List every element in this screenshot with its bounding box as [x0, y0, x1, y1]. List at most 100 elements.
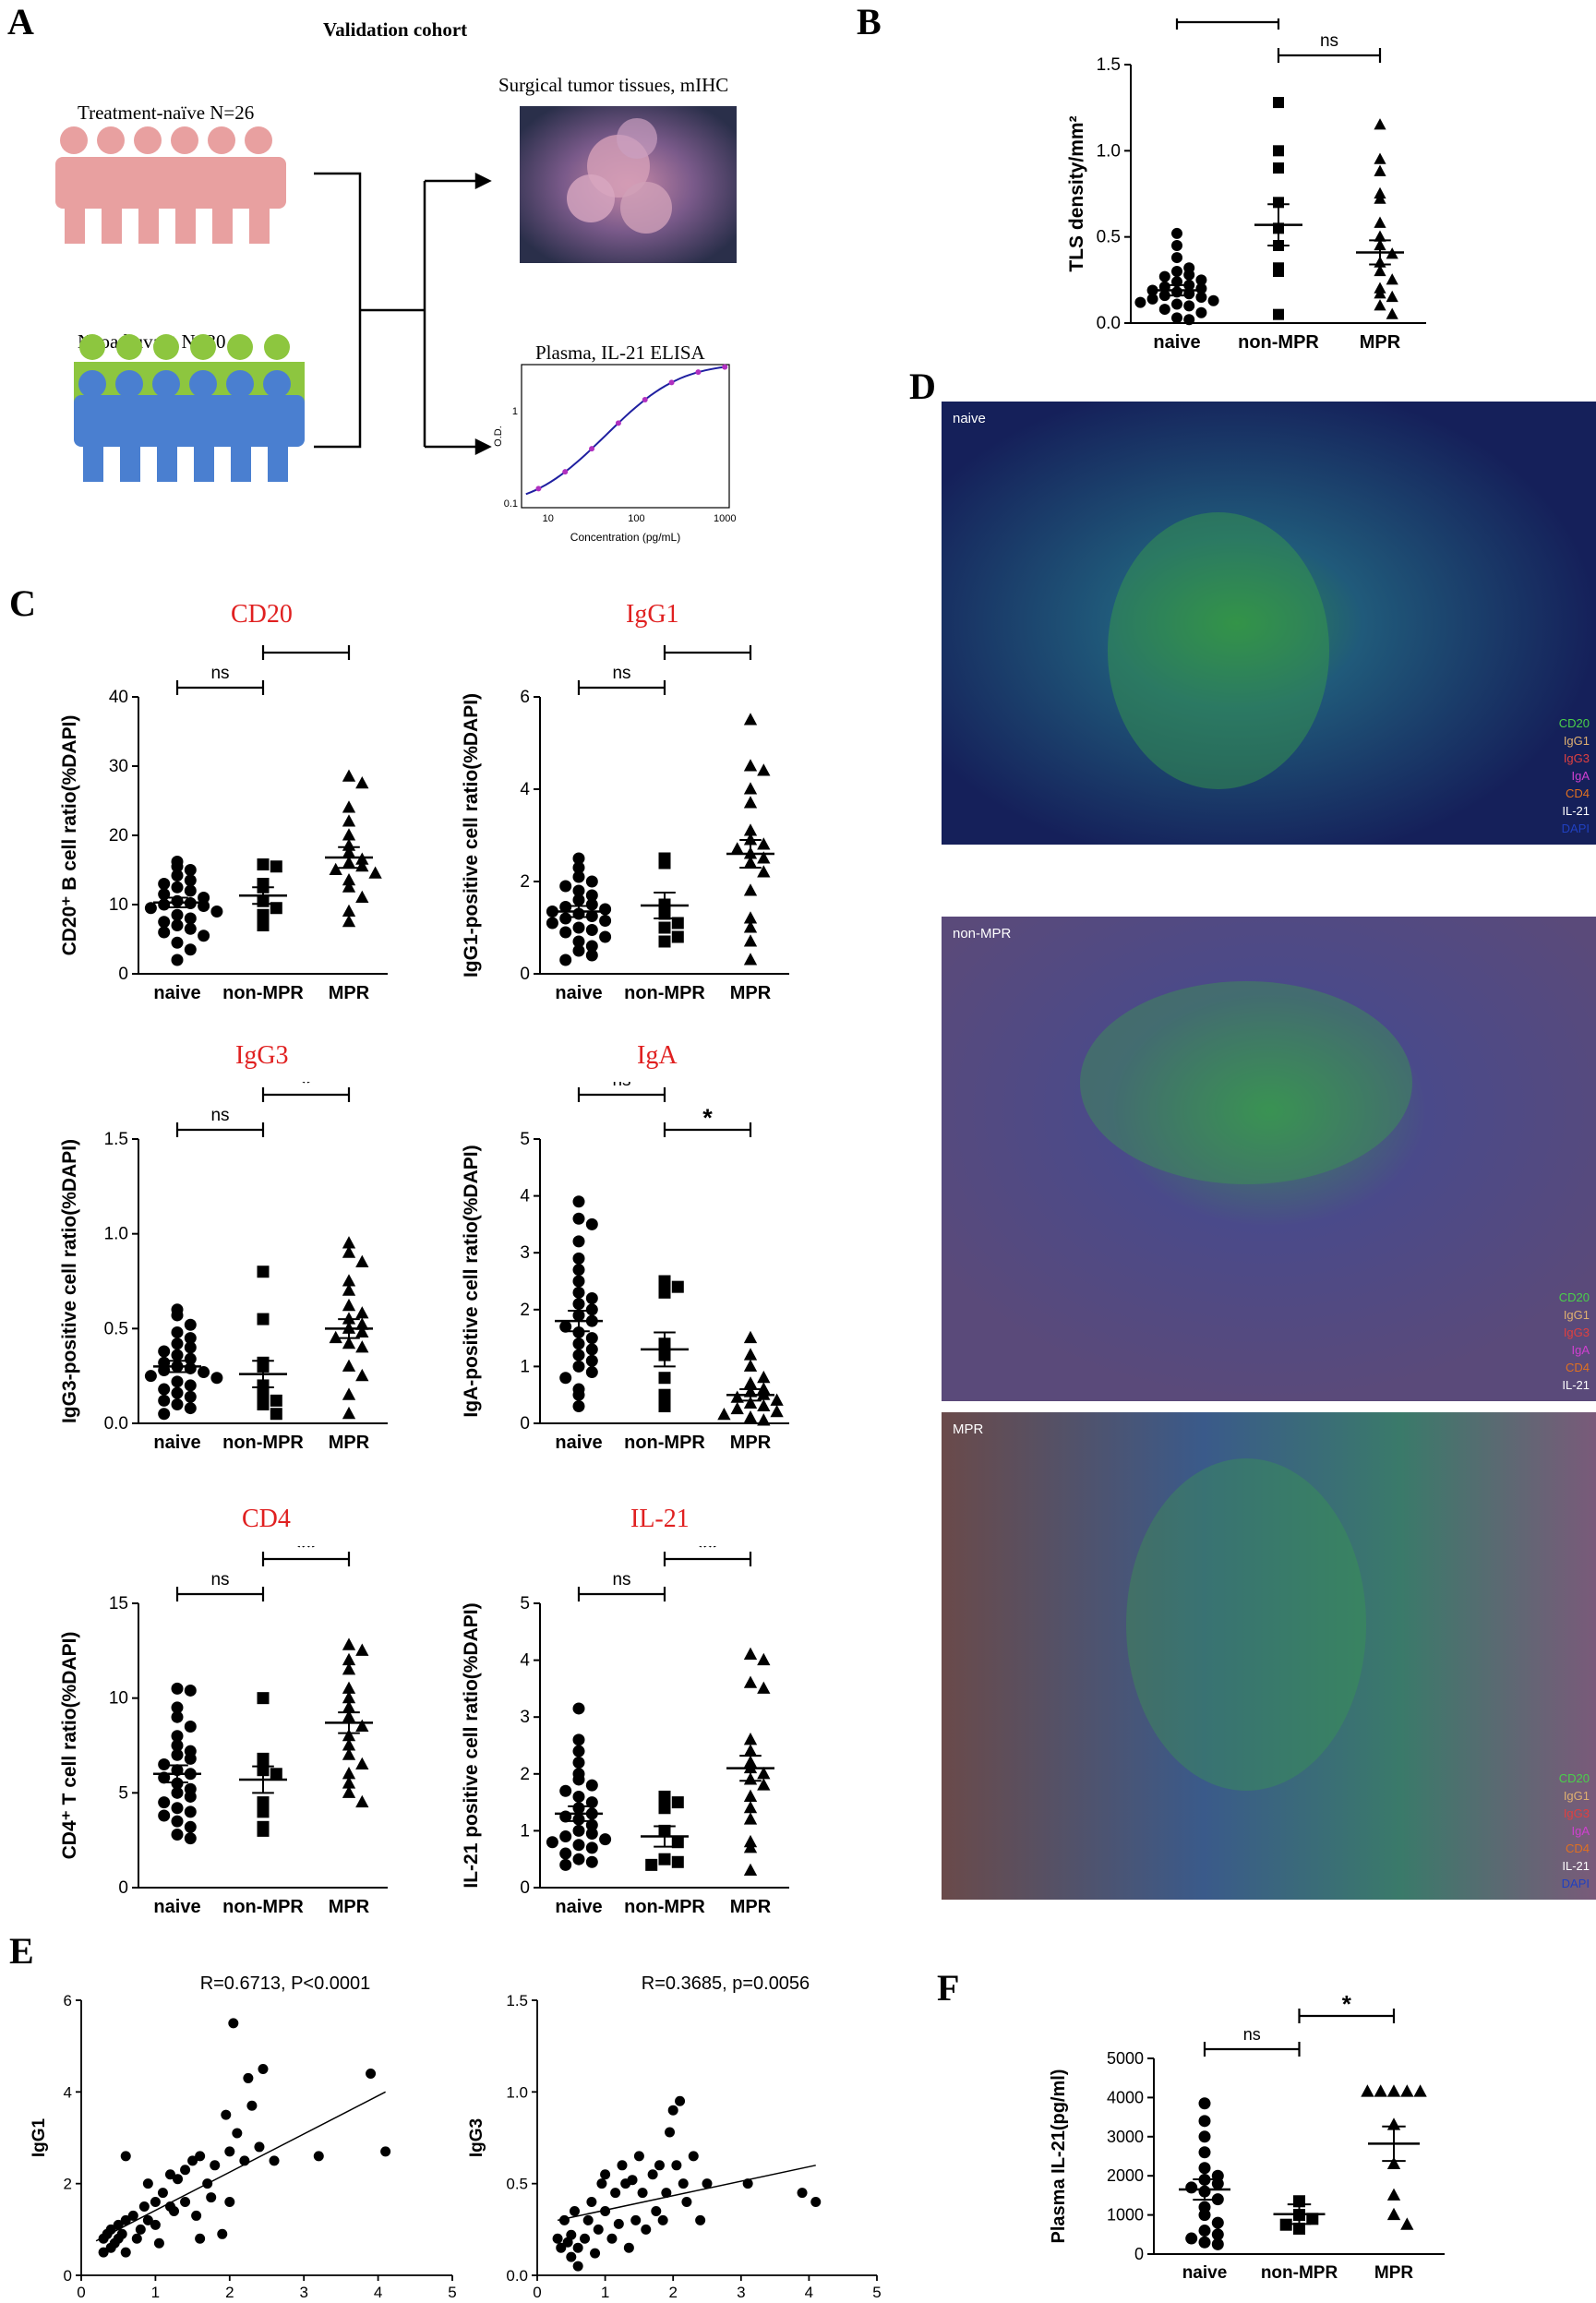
- data-point: [671, 2160, 682, 2171]
- data-point-non-MPR: [658, 1372, 671, 1385]
- data-point-non-MPR: [257, 858, 270, 870]
- y-tick-label: 1.0: [506, 2083, 528, 2101]
- data-point-naive: [184, 1720, 197, 1733]
- y-tick-label: 5: [118, 1783, 128, 1803]
- data-point-naive: [1158, 304, 1170, 316]
- chart-title-cd20: CD20: [231, 600, 293, 629]
- data-point: [593, 2224, 604, 2235]
- data-point-naive: [572, 852, 585, 865]
- data-point-MPR: [355, 1254, 369, 1267]
- data-point-naive: [158, 1809, 171, 1822]
- micrograph-mpr: MPR CD20 IgG1 IgG3 IgA CD4 IL-21 DAPI: [942, 1412, 1596, 1900]
- x-tick-label: naive: [153, 983, 200, 1003]
- y-tick-label: 5: [520, 1594, 530, 1613]
- y-tick-label: 4: [520, 780, 530, 799]
- data-point-naive: [184, 1318, 197, 1331]
- data-point-naive: [1171, 240, 1182, 251]
- data-point: [580, 2233, 591, 2244]
- data-point: [195, 2233, 206, 2244]
- data-point-naive: [171, 1397, 184, 1410]
- data-point-naive: [585, 1779, 598, 1792]
- data-point-MPR: [743, 1359, 758, 1372]
- y-tick-label: 2: [520, 1301, 530, 1320]
- data-point-non-MPR: [257, 1805, 270, 1818]
- data-point-naive: [184, 922, 197, 935]
- significance-label: ***: [1213, 18, 1242, 24]
- x-tick-label: non-MPR: [222, 983, 304, 1003]
- data-point-MPR: [355, 1643, 369, 1656]
- chart-cd20: 0 10 20 30 40 naive non-MPR MPR CD20⁺ B cell rat…: [59, 642, 388, 1003]
- data-point-non-MPR: [671, 917, 684, 930]
- y-axis-label: Plasma IL-21(pg/ml): [1049, 2069, 1069, 2244]
- data-point-naive: [585, 940, 598, 953]
- micrograph-tag-non-mpr: non-MPR: [953, 926, 1012, 942]
- x-tick-label: non-MPR: [624, 1897, 705, 1917]
- data-point-non-MPR: [658, 1853, 671, 1865]
- elisa-standard-curve: 10 100 1000 0.1 1 Concentration (pg/mL) O.D.: [493, 364, 736, 544]
- data-point-MPR: [342, 814, 356, 827]
- data-point-naive: [1211, 2228, 1224, 2241]
- data-point-naive: [559, 954, 572, 966]
- y-tick-label: 0: [1134, 2245, 1144, 2263]
- data-point-naive: [572, 1853, 585, 1865]
- data-point-naive: [1198, 2115, 1211, 2128]
- person-head-icon: [245, 126, 272, 154]
- data-point-naive: [1158, 270, 1170, 282]
- data-point-naive: [572, 1824, 585, 1837]
- person-head-icon: [264, 334, 290, 360]
- data-point-naive: [572, 1702, 585, 1715]
- data-point-naive: [144, 1370, 157, 1383]
- data-point-naive: [559, 901, 572, 913]
- data-point: [195, 2151, 206, 2162]
- data-point-naive: [585, 889, 598, 902]
- data-point-naive: [184, 1752, 197, 1765]
- data-point-naive: [171, 1349, 184, 1361]
- data-point: [380, 2146, 391, 2157]
- data-point-MPR: [368, 866, 382, 879]
- x-tick-label: naive: [1153, 332, 1200, 353]
- regression-line: [557, 2165, 816, 2222]
- data-point: [157, 2188, 168, 2199]
- panel-label-b: B: [857, 1, 882, 42]
- data-point-MPR: [743, 1733, 758, 1745]
- data-point: [556, 2242, 567, 2253]
- data-point-naive: [184, 943, 197, 956]
- data-point-MPR: [342, 1652, 356, 1666]
- data-point-MPR: [329, 862, 342, 876]
- data-point-naive: [158, 1796, 171, 1809]
- data-point-MPR: [743, 934, 758, 947]
- data-point-naive: [585, 1841, 598, 1854]
- y-tick-label: 10: [109, 895, 128, 915]
- y-tick-label: 2: [520, 1765, 530, 1784]
- data-point-naive: [585, 875, 598, 888]
- y-axis-label: CD4⁺ T cell ratio(%DAPI): [59, 1632, 80, 1860]
- data-point-naive: [572, 1349, 585, 1361]
- data-point-naive: [1171, 227, 1182, 239]
- data-point-naive: [1183, 300, 1195, 312]
- data-point: [572, 2242, 583, 2253]
- micrograph-non-mpr: non-MPR CD20 IgG1 IgG3 IgA CD4 IL-21: [942, 917, 1596, 1401]
- data-point-naive: [585, 1855, 598, 1868]
- data-point-MPR: [355, 890, 369, 904]
- chart-tls-density: 0.0 0.5 1.0 1.5 naive non-MPR MPR TLS density/m…: [1066, 18, 1426, 353]
- data-point-naive: [198, 930, 210, 942]
- data-point-naive: [572, 1745, 585, 1757]
- data-point-naive: [171, 881, 184, 894]
- data-point-MPR: [1400, 2217, 1414, 2230]
- data-point-non-MPR: [270, 860, 282, 873]
- data-point-naive: [1171, 312, 1182, 324]
- data-point-non-MPR: [257, 1313, 270, 1325]
- y-tick-label: 1.5: [506, 1992, 528, 2009]
- data-point-naive: [171, 954, 184, 966]
- data-point: [254, 2141, 265, 2153]
- legend-item-igg1: IgG1: [1563, 734, 1590, 748]
- data-point-MPR: [743, 823, 758, 836]
- data-point-non-MPR: [1273, 97, 1284, 109]
- chart-correlation-igg3: 0.00.51.01.5012345IL-21IgG3R=0.3685, p=0…: [467, 1973, 882, 2301]
- data-point-non-MPR: [257, 1692, 270, 1705]
- y-axis-label: IgG3-positive cell ratio(%DAPI): [59, 1139, 80, 1423]
- y-tick-label: 1.5: [104, 1130, 128, 1149]
- data-point-non-MPR: [1293, 2222, 1305, 2235]
- data-point-MPR: [743, 1812, 758, 1825]
- data-point: [313, 2151, 324, 2162]
